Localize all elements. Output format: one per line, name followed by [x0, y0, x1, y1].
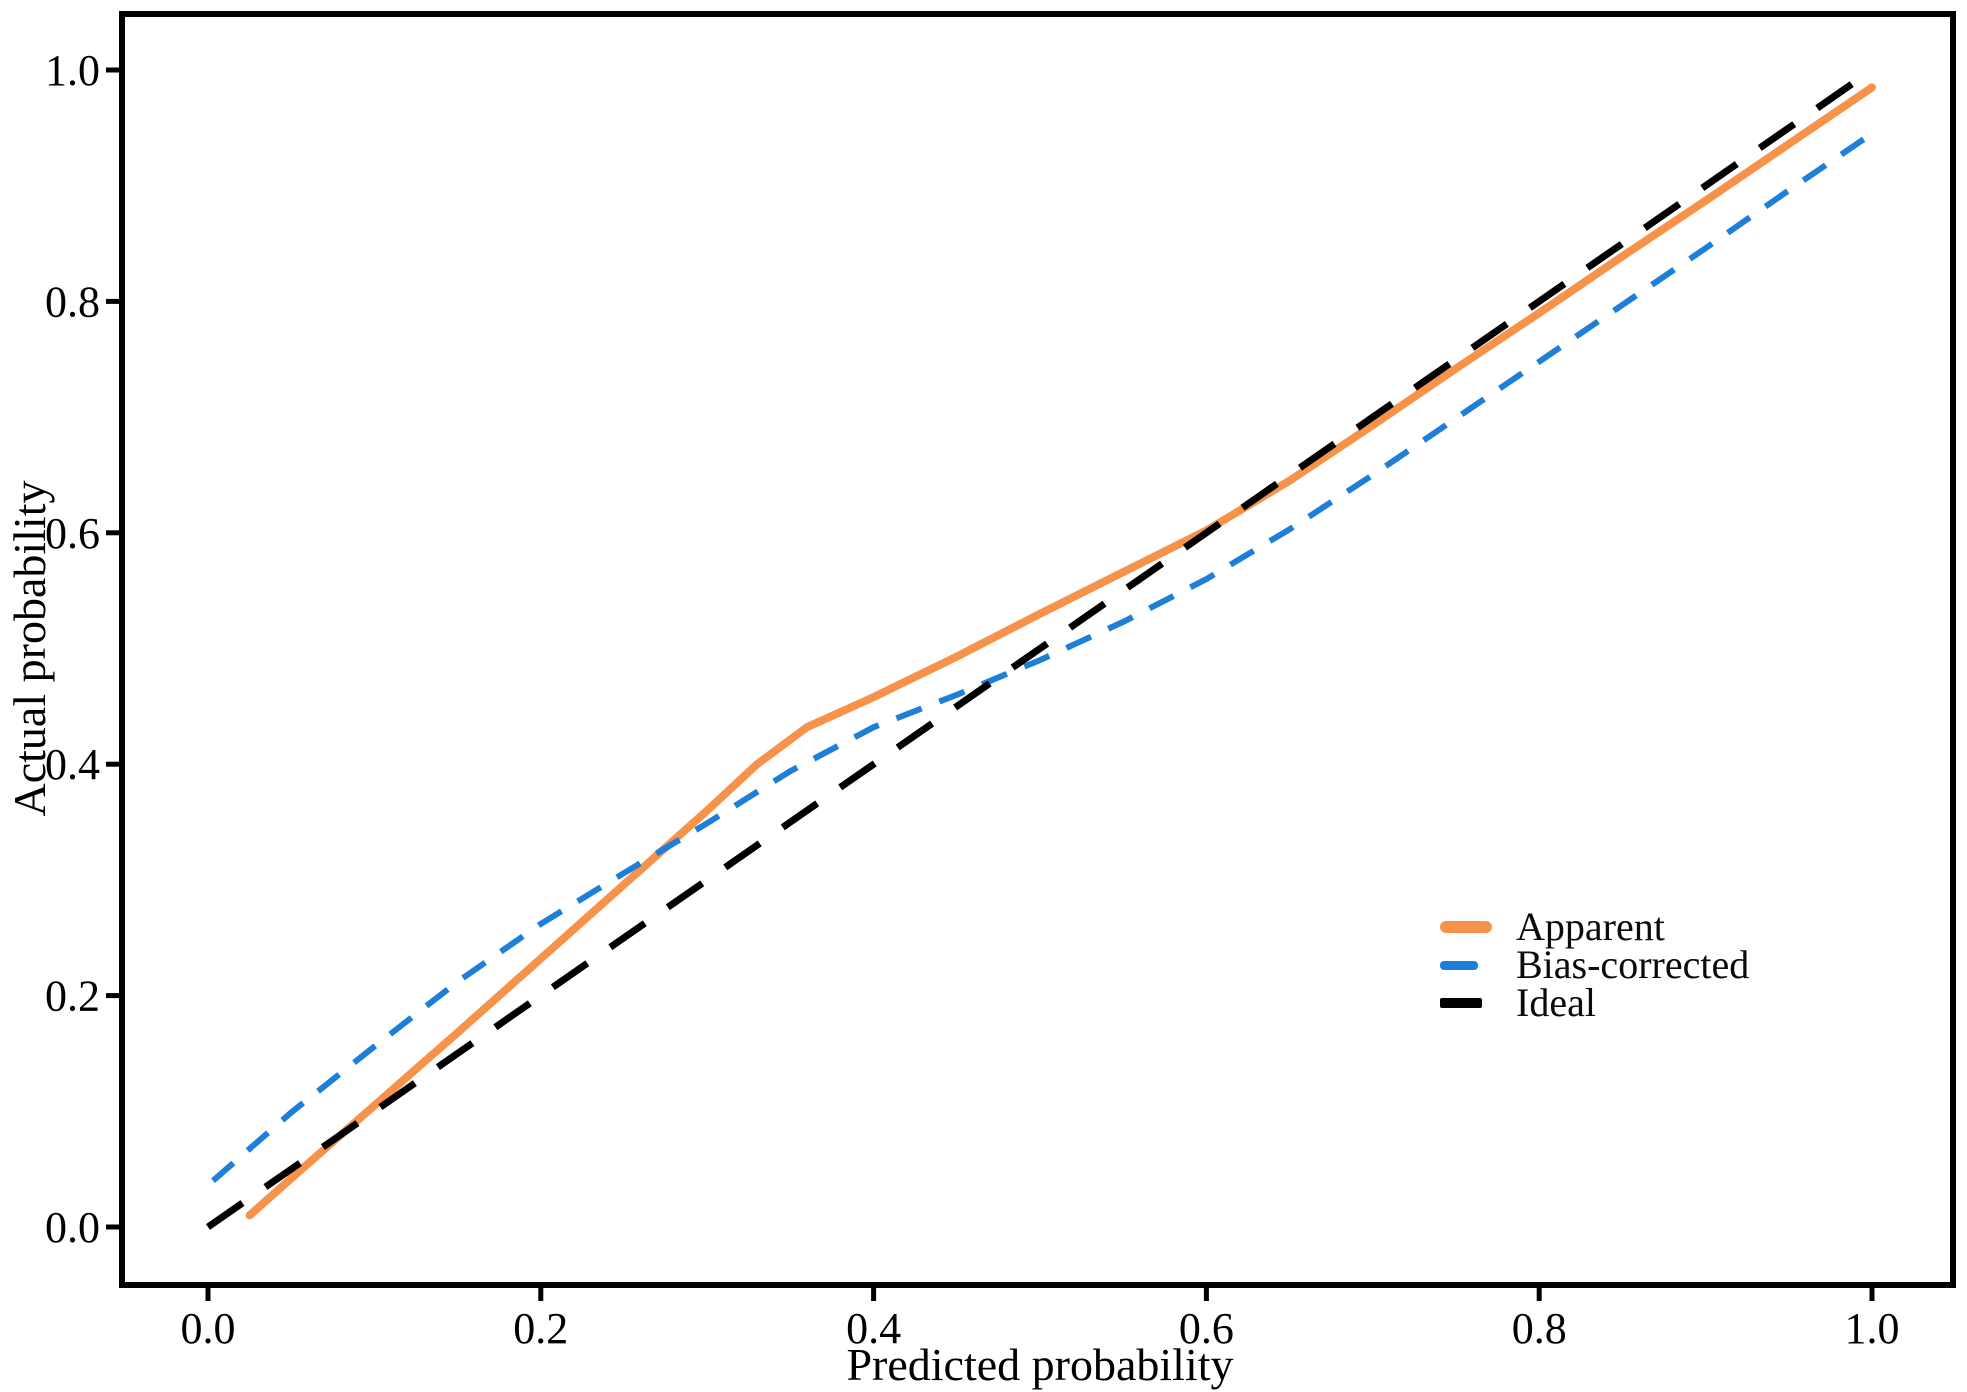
- legend-swatch-box: [1440, 998, 1502, 1008]
- series-line-ideal: [206, 67, 1874, 1230]
- x-tick-label: 0.2: [513, 1304, 568, 1353]
- y-tick-label: 0.6: [45, 509, 100, 558]
- x-tick-label: 0.4: [846, 1304, 901, 1353]
- legend-swatch-box: [1440, 921, 1502, 933]
- legend: Apparent Bias-corrected Ideal: [1440, 904, 1750, 1025]
- bias-corrected-line-swatch: [1440, 960, 1478, 970]
- y-tick-label: 0.0: [45, 1203, 100, 1252]
- x-axis-label: Predicted probability: [846, 1339, 1233, 1390]
- ideal-line-swatch: [1440, 998, 1482, 1008]
- legend-item-bias-corrected: Bias-corrected: [1440, 942, 1750, 987]
- y-tick-label: 1.0: [45, 46, 100, 95]
- apparent-line-swatch: [1440, 921, 1492, 933]
- plot-box: [119, 11, 1956, 1288]
- y-tick-label: 0.8: [45, 277, 100, 326]
- legend-item-apparent: Apparent: [1440, 904, 1749, 949]
- legend-label-ideal: Ideal: [1516, 980, 1596, 1025]
- legend-label-apparent: Apparent: [1516, 904, 1665, 949]
- series-line-bias-corrected: [211, 131, 1874, 1183]
- x-tick-label: 0.0: [181, 1304, 236, 1353]
- legend-swatch-box: [1440, 960, 1502, 970]
- y-tick-label: 0.2: [45, 972, 100, 1021]
- legend-label-bias-corrected: Bias-corrected: [1516, 942, 1750, 987]
- x-tick-label: 0.6: [1179, 1304, 1234, 1353]
- legend-item-ideal: Ideal: [1440, 980, 1749, 1025]
- series-line-apparent: [245, 83, 1876, 1220]
- y-tick-label: 0.4: [45, 740, 100, 789]
- y-axis-label: Actual probability: [4, 481, 55, 817]
- x-tick-label: 0.8: [1512, 1304, 1567, 1353]
- x-tick-label: 1.0: [1845, 1304, 1900, 1353]
